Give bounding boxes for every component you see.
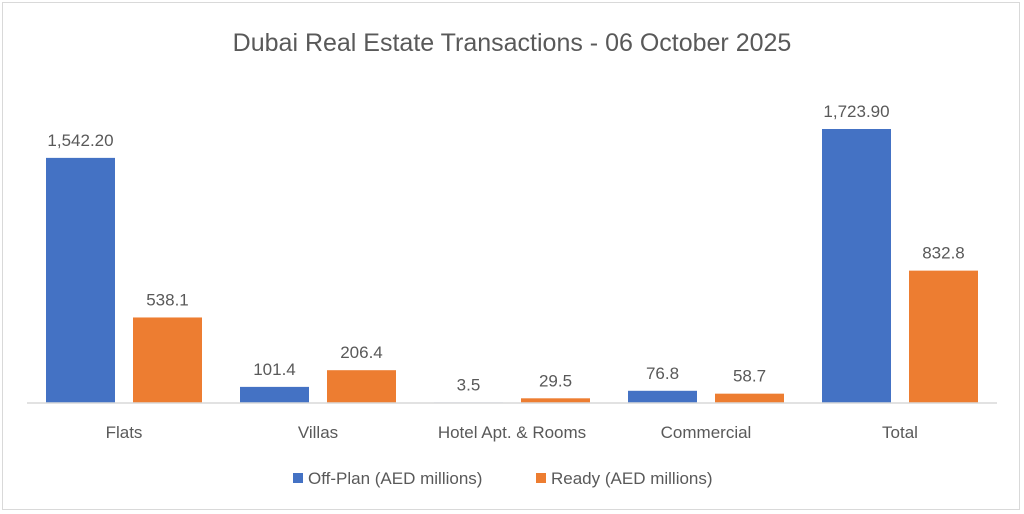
bar-ready — [133, 317, 202, 403]
x-tick-label: Villas — [298, 423, 338, 442]
bar-off-plan — [628, 390, 697, 403]
legend-swatch-off-plan — [293, 473, 303, 483]
data-label: 1,542.20 — [47, 131, 113, 150]
data-label: 1,723.90 — [823, 102, 889, 121]
data-label: 3.5 — [457, 375, 481, 394]
bar-ready — [521, 398, 590, 403]
data-label: 832.8 — [922, 244, 965, 263]
legend-label: Ready (AED millions) — [551, 469, 713, 488]
data-label: 538.1 — [146, 290, 189, 309]
x-tick-label: Hotel Apt. & Rooms — [438, 423, 586, 442]
legend-swatch-ready — [536, 473, 546, 483]
bar-off-plan — [240, 386, 309, 403]
bar-ready — [909, 270, 978, 403]
bar-ready — [327, 370, 396, 403]
data-label: 206.4 — [340, 343, 383, 362]
data-label: 29.5 — [539, 371, 572, 390]
chart-title: Dubai Real Estate Transactions - 06 Octo… — [233, 29, 792, 57]
bar-off-plan — [46, 157, 115, 403]
bar-off-plan — [822, 129, 891, 403]
x-tick-label: Commercial — [661, 423, 752, 442]
data-label: 58.7 — [733, 367, 766, 386]
x-tick-label: Flats — [106, 423, 143, 442]
data-label: 76.8 — [646, 364, 679, 383]
legend-label: Off-Plan (AED millions) — [308, 469, 482, 488]
data-label: 101.4 — [253, 360, 296, 379]
bar-ready — [715, 393, 784, 403]
x-tick-label: Total — [882, 423, 918, 442]
